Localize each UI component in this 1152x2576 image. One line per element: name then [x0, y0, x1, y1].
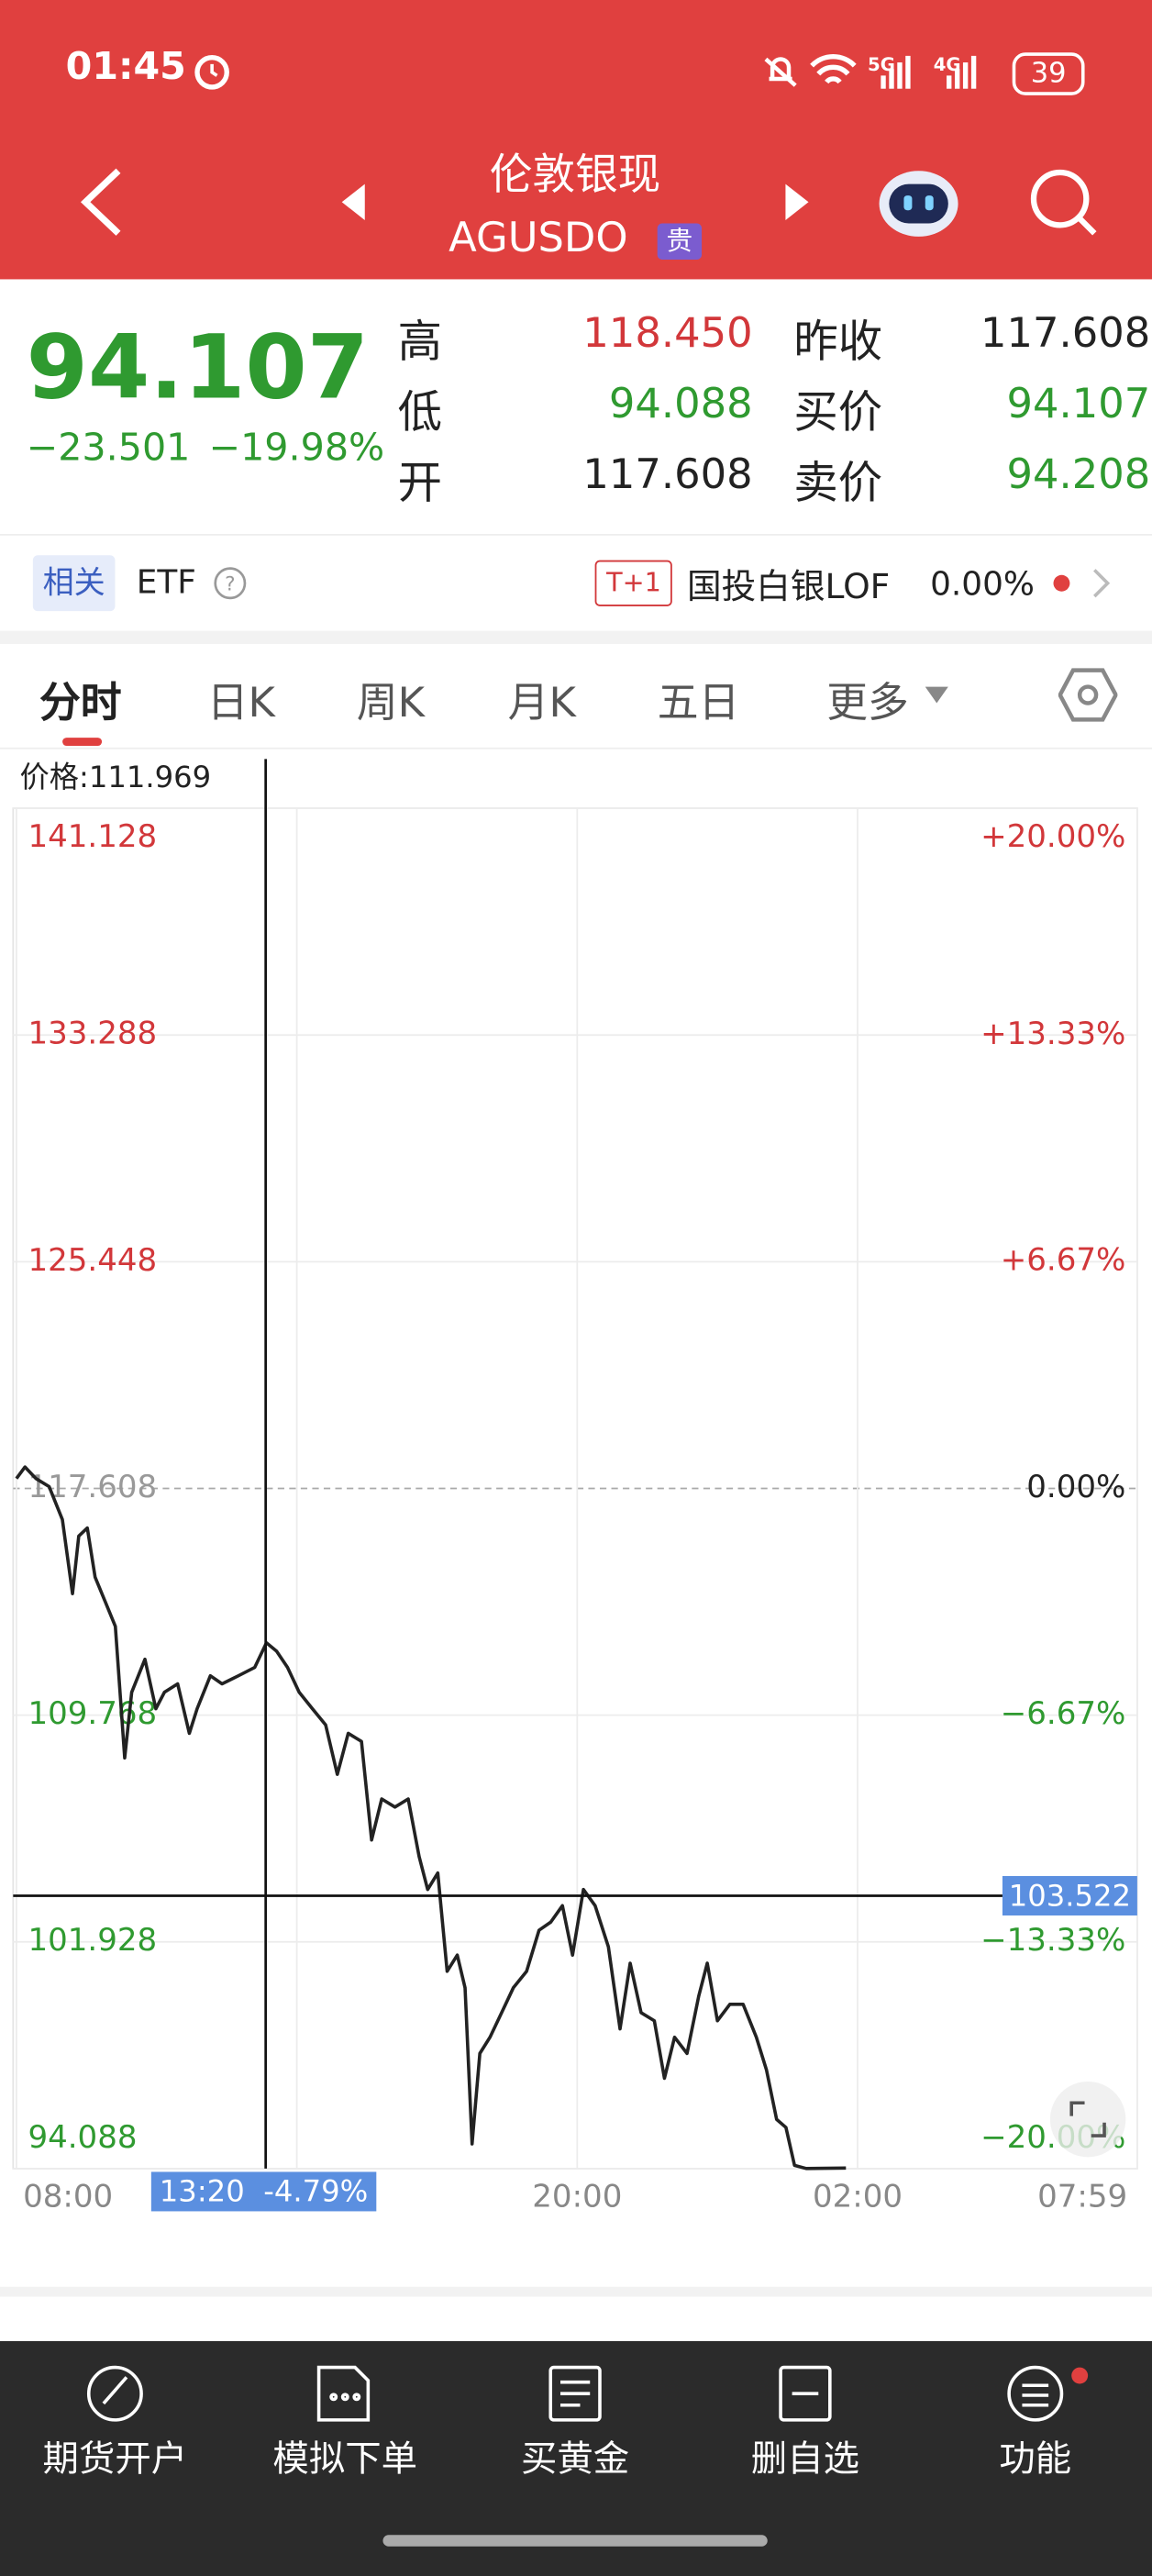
field-label: 卖价: [793, 458, 883, 510]
y-tick-label: 101.928: [28, 1922, 157, 1959]
etf-change: 0.00%: [930, 563, 1035, 604]
tab[interactable]: 日K: [206, 678, 275, 727]
divider: [0, 747, 1152, 749]
y-tick-label: 133.288: [28, 1016, 157, 1052]
divider: [0, 534, 1152, 536]
last-price: 94.107: [26, 315, 370, 419]
tab[interactable]: 更多: [826, 678, 909, 727]
nav-item[interactable]: 买黄金: [520, 2439, 630, 2482]
field-value: 94.208: [1006, 450, 1151, 498]
field-value: 117.608: [582, 450, 753, 498]
x-tick-label: 20:00: [532, 2179, 622, 2215]
crosshair-change: -4.79%: [263, 2174, 368, 2209]
section-gap: [0, 2286, 1152, 2297]
y2-tick-label: −6.67%: [1001, 1695, 1126, 1732]
search-button[interactable]: [1025, 164, 1101, 239]
y2-tick-label: 0.00%: [1026, 1469, 1125, 1505]
etf-more[interactable]: [1048, 565, 1121, 605]
title: 伦敦银现: [489, 150, 661, 201]
etf-tag: 相关: [32, 555, 116, 612]
header: 01:45 5G 4G 39 伦敦银现 AGUSDO 贵: [0, 0, 1152, 280]
y2-tick-label: +6.67%: [1001, 1242, 1126, 1279]
alarm-icon: [194, 54, 229, 90]
fullscreen-button[interactable]: [1048, 2080, 1127, 2159]
y2-tick-label: +13.33%: [980, 1016, 1125, 1052]
symbol: AGUSDO: [449, 213, 628, 261]
x-tick-label: 02:00: [813, 2179, 903, 2215]
field-label: 买价: [793, 387, 883, 439]
crosshair-time: 13:20: [160, 2174, 245, 2209]
etf-name[interactable]: 国投白银LOF: [686, 566, 891, 606]
status-icons: 5G 4G: [764, 54, 977, 89]
y2-tick-label: +20.00%: [980, 818, 1125, 855]
price-change: −23.501: [26, 427, 191, 471]
crosshair-time-box: [150, 2171, 377, 2212]
svg-text:4G: 4G: [934, 54, 961, 75]
field-value: 94.107: [1006, 379, 1151, 427]
more-arrow: [925, 686, 948, 704]
crosshair-price-box: [1002, 1876, 1137, 1915]
price-readout: 价格:111.969: [20, 760, 212, 794]
bottom-nav: 期货开户 模拟下单 买黄金 删自选 功能: [0, 2340, 1152, 2576]
settings-button[interactable]: [1058, 665, 1118, 724]
nav-item[interactable]: 功能: [999, 2439, 1072, 2482]
nav-icons: [86, 2365, 1089, 2547]
field-label: 昨收: [793, 316, 883, 369]
prev-button[interactable]: [336, 181, 371, 224]
crosshair-price: 103.522: [1009, 1878, 1131, 1913]
y-tick-label: 141.128: [28, 818, 157, 855]
x-tick-label: 08:00: [23, 2179, 113, 2215]
field-value: 118.450: [582, 308, 753, 357]
field-label: 低: [397, 387, 442, 439]
next-button[interactable]: [779, 181, 814, 224]
section-gap: [0, 630, 1152, 645]
field-label: 开: [397, 458, 442, 510]
help-icon[interactable]: ?: [212, 565, 248, 601]
nav-item[interactable]: 期货开户: [42, 2439, 188, 2482]
x-tick-label: 07:59: [1037, 2179, 1127, 2215]
field-label: 高: [397, 316, 442, 369]
y-tick-label: 94.088: [28, 2119, 137, 2156]
price-line: [15, 1465, 847, 2171]
etf-label[interactable]: ETF: [136, 561, 196, 602]
back-button[interactable]: [72, 164, 132, 239]
badge: 贵: [657, 223, 703, 260]
tab[interactable]: 五日: [657, 678, 740, 727]
battery: 39: [1012, 52, 1085, 95]
tab-indicator: [62, 738, 103, 747]
nav-item[interactable]: 删自选: [750, 2439, 860, 2482]
assistant-button[interactable]: [874, 161, 963, 244]
price-change-pct: −19.98%: [208, 427, 385, 471]
etf-badge: T+1: [594, 560, 673, 606]
field-value: 94.088: [608, 379, 753, 427]
field-value: 117.608: [980, 308, 1151, 357]
svg-text:?: ?: [225, 573, 235, 596]
nav-item[interactable]: 模拟下单: [272, 2439, 418, 2482]
status-time: 01:45: [65, 46, 186, 89]
y-tick-label: 109.768: [28, 1695, 157, 1732]
y2-tick-label: −13.33%: [980, 1922, 1125, 1959]
tab[interactable]: 月K: [507, 678, 576, 727]
tab[interactable]: 周K: [356, 678, 425, 727]
tab[interactable]: 分时: [39, 678, 122, 727]
svg-text:5G: 5G: [868, 54, 895, 75]
y-tick-label: 125.448: [28, 1242, 157, 1279]
